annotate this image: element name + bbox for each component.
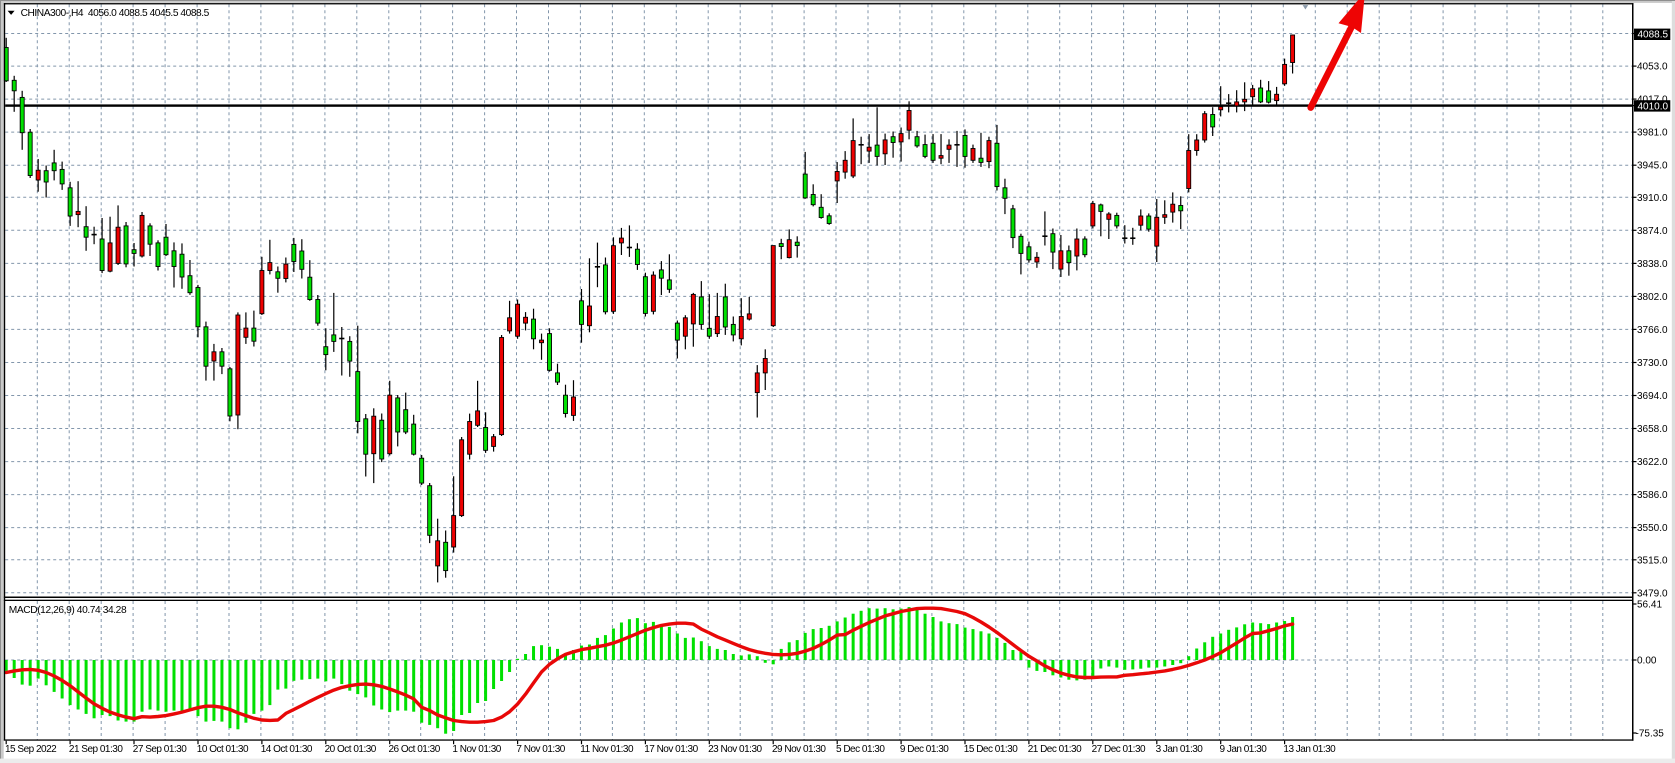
svg-text:4010.0: 4010.0 bbox=[1638, 101, 1669, 112]
svg-text:14 Oct 01:30: 14 Oct 01:30 bbox=[261, 744, 313, 755]
svg-text:4053.0: 4053.0 bbox=[1637, 62, 1668, 73]
svg-text:20 Oct 01:30: 20 Oct 01:30 bbox=[325, 744, 377, 755]
svg-text:CHINA300-,H4 4056.0 4088.5 40: CHINA300-,H4 4056.0 4088.5 4045.5 4088.5 bbox=[21, 8, 210, 19]
svg-text:3658.0: 3658.0 bbox=[1637, 424, 1668, 435]
svg-text:0.00: 0.00 bbox=[1637, 656, 1657, 667]
svg-text:9 Jan 01:30: 9 Jan 01:30 bbox=[1220, 744, 1268, 755]
svg-text:3586.0: 3586.0 bbox=[1637, 490, 1668, 501]
svg-text:3910.0: 3910.0 bbox=[1637, 193, 1668, 204]
svg-text:29 Nov 01:30: 29 Nov 01:30 bbox=[772, 744, 826, 755]
svg-text:21 Sep 01:30: 21 Sep 01:30 bbox=[69, 744, 123, 755]
svg-text:3874.0: 3874.0 bbox=[1637, 226, 1668, 237]
svg-text:3730.0: 3730.0 bbox=[1637, 358, 1668, 369]
svg-text:3515.0: 3515.0 bbox=[1637, 555, 1668, 566]
svg-text:9 Dec 01:30: 9 Dec 01:30 bbox=[900, 744, 949, 755]
svg-text:10 Oct 01:30: 10 Oct 01:30 bbox=[197, 744, 249, 755]
svg-text:3479.0: 3479.0 bbox=[1637, 588, 1668, 599]
svg-text:-75.35: -75.35 bbox=[1636, 729, 1665, 740]
svg-text:27 Dec 01:30: 27 Dec 01:30 bbox=[1092, 744, 1146, 755]
svg-text:3802.0: 3802.0 bbox=[1637, 292, 1668, 303]
svg-text:1 Nov 01:30: 1 Nov 01:30 bbox=[452, 744, 501, 755]
svg-text:5 Dec 01:30: 5 Dec 01:30 bbox=[836, 744, 885, 755]
svg-text:3945.0: 3945.0 bbox=[1637, 161, 1668, 172]
svg-text:3838.0: 3838.0 bbox=[1637, 259, 1668, 270]
svg-text:4088.5: 4088.5 bbox=[1638, 30, 1669, 41]
svg-text:15 Sep 2022: 15 Sep 2022 bbox=[5, 744, 57, 755]
svg-text:15 Dec 01:30: 15 Dec 01:30 bbox=[964, 744, 1018, 755]
svg-text:26 Oct 01:30: 26 Oct 01:30 bbox=[389, 744, 441, 755]
svg-text:3766.0: 3766.0 bbox=[1637, 325, 1668, 336]
svg-text:3 Jan 01:30: 3 Jan 01:30 bbox=[1156, 744, 1204, 755]
svg-text:11 Nov 01:30: 11 Nov 01:30 bbox=[580, 744, 634, 755]
svg-text:3622.0: 3622.0 bbox=[1637, 457, 1668, 468]
svg-text:13 Jan 01:30: 13 Jan 01:30 bbox=[1283, 744, 1336, 755]
svg-text:4017.0: 4017.0 bbox=[1637, 95, 1668, 106]
svg-text:27 Sep 01:30: 27 Sep 01:30 bbox=[133, 744, 187, 755]
svg-text:7 Nov 01:30: 7 Nov 01:30 bbox=[516, 744, 565, 755]
svg-text:17 Nov 01:30: 17 Nov 01:30 bbox=[644, 744, 698, 755]
svg-text:3694.0: 3694.0 bbox=[1637, 391, 1668, 402]
svg-text:56.41: 56.41 bbox=[1637, 600, 1662, 611]
svg-text:MACD(12,26,9) 40.74 34.28: MACD(12,26,9) 40.74 34.28 bbox=[9, 605, 127, 616]
svg-text:3550.0: 3550.0 bbox=[1637, 523, 1668, 534]
svg-text:23 Nov 01:30: 23 Nov 01:30 bbox=[708, 744, 762, 755]
svg-text:3981.0: 3981.0 bbox=[1637, 128, 1668, 139]
svg-text:21 Dec 01:30: 21 Dec 01:30 bbox=[1028, 744, 1082, 755]
